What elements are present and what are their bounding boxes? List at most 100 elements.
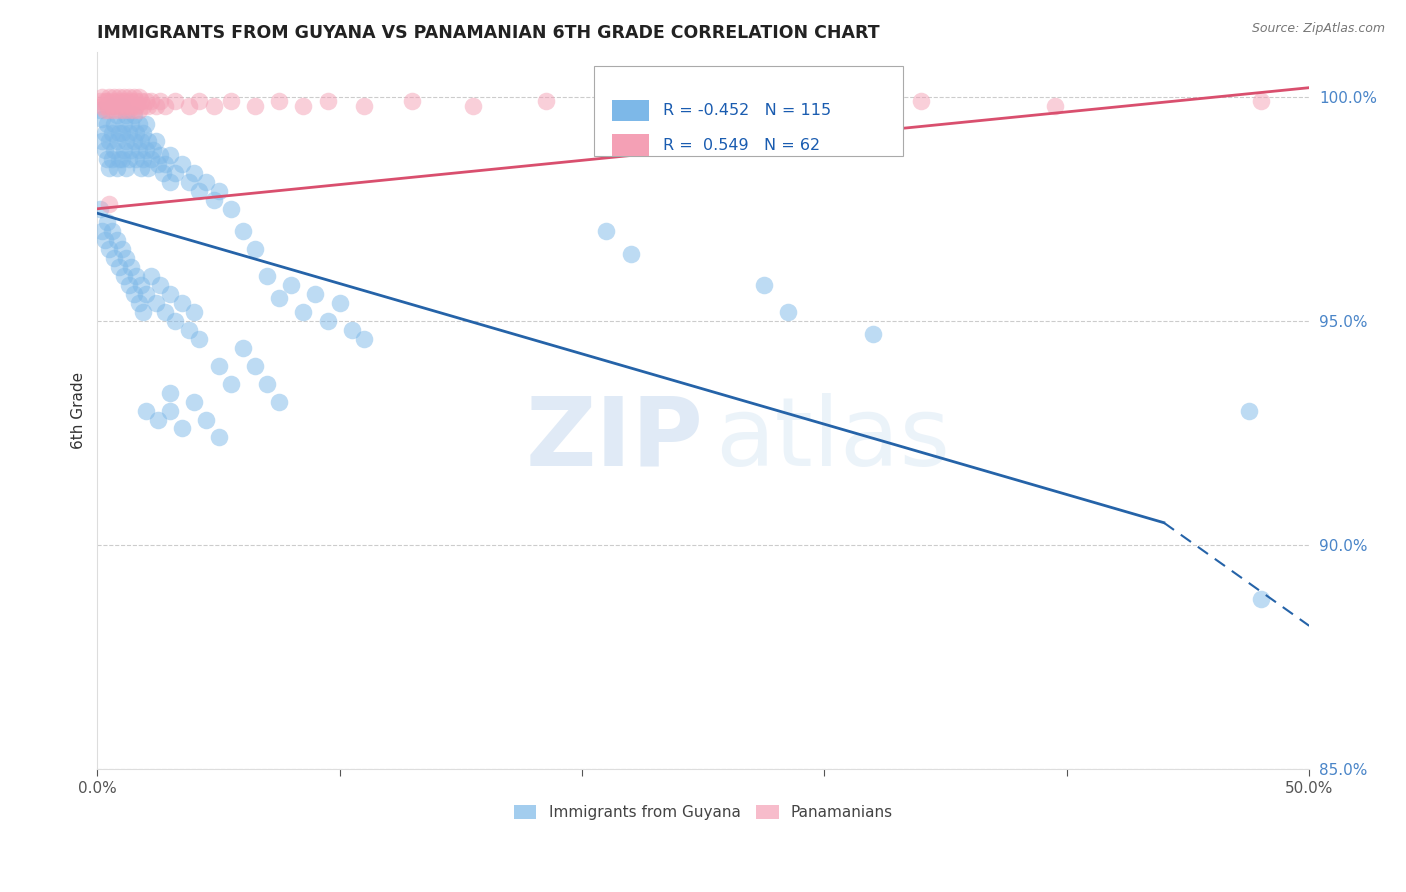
Point <box>619 246 641 260</box>
Point <box>118 89 141 103</box>
Point <box>98 197 121 211</box>
Point <box>461 98 484 112</box>
Point <box>534 94 557 108</box>
Point <box>125 94 148 108</box>
FancyBboxPatch shape <box>595 66 903 156</box>
Legend: Immigrants from Guyana, Panamanians: Immigrants from Guyana, Panamanians <box>508 799 900 826</box>
Point <box>105 135 128 149</box>
Point <box>269 394 291 409</box>
Point <box>108 153 131 167</box>
Point <box>103 103 125 117</box>
Point <box>219 94 242 108</box>
Point <box>316 94 339 108</box>
Point <box>139 268 162 283</box>
Point <box>243 98 266 112</box>
Point <box>329 296 352 310</box>
Point <box>146 157 169 171</box>
Point <box>101 126 124 140</box>
Point <box>120 117 142 131</box>
Point <box>353 98 375 112</box>
Point <box>103 251 125 265</box>
Point <box>135 403 157 417</box>
Point <box>118 278 141 293</box>
Point <box>93 126 115 140</box>
Point <box>163 94 186 108</box>
Point <box>118 153 141 167</box>
Point <box>1250 94 1272 108</box>
Text: R = -0.452   N = 115: R = -0.452 N = 115 <box>664 103 831 118</box>
Text: R =  0.549   N = 62: R = 0.549 N = 62 <box>664 137 821 153</box>
Point <box>135 94 157 108</box>
Point <box>183 166 205 180</box>
Point <box>139 94 162 108</box>
Point <box>813 98 835 112</box>
Point <box>122 287 145 301</box>
Point <box>159 403 181 417</box>
Point <box>159 175 181 189</box>
Point <box>103 144 125 158</box>
Point <box>146 412 169 426</box>
Point <box>316 314 339 328</box>
Point <box>118 103 141 117</box>
Point <box>195 412 218 426</box>
Point <box>243 242 266 256</box>
Point <box>145 296 167 310</box>
Point <box>304 287 326 301</box>
Point <box>202 98 225 112</box>
Point <box>136 161 159 176</box>
Point <box>145 135 167 149</box>
Point <box>188 184 211 198</box>
Point <box>149 94 172 108</box>
FancyBboxPatch shape <box>613 135 648 156</box>
Point <box>93 144 115 158</box>
Point <box>910 94 932 108</box>
Point <box>292 305 315 319</box>
Point <box>619 98 641 112</box>
Point <box>152 166 174 180</box>
Point <box>125 268 148 283</box>
Point <box>155 157 177 171</box>
Point <box>108 260 131 274</box>
Point <box>118 126 141 140</box>
Point <box>136 135 159 149</box>
Point <box>129 161 152 176</box>
Point <box>183 394 205 409</box>
Point <box>132 126 155 140</box>
Point <box>110 94 132 108</box>
Point <box>207 359 229 373</box>
Point <box>120 260 142 274</box>
Point <box>269 292 291 306</box>
Point <box>129 94 152 108</box>
Point <box>110 242 132 256</box>
Point <box>256 376 278 391</box>
Point <box>105 94 128 108</box>
Point <box>110 98 132 112</box>
Point <box>105 98 128 112</box>
Point <box>188 94 211 108</box>
Point <box>91 135 114 149</box>
Point <box>135 144 157 158</box>
Point <box>96 117 118 131</box>
Point <box>101 98 124 112</box>
Point <box>101 224 124 238</box>
Point <box>1250 591 1272 606</box>
Point <box>105 233 128 247</box>
Point <box>103 89 125 103</box>
Point <box>256 268 278 283</box>
Point <box>135 117 157 131</box>
Point <box>183 305 205 319</box>
Point <box>91 112 114 126</box>
Point <box>155 305 177 319</box>
Point <box>155 98 177 112</box>
Point <box>292 98 315 112</box>
Point <box>125 126 148 140</box>
Point <box>120 98 142 112</box>
Point <box>149 278 172 293</box>
Point <box>112 268 135 283</box>
Point <box>101 94 124 108</box>
Point <box>122 135 145 149</box>
Point <box>112 89 135 103</box>
Point <box>862 327 884 342</box>
Point <box>108 103 131 117</box>
Point <box>89 202 111 216</box>
